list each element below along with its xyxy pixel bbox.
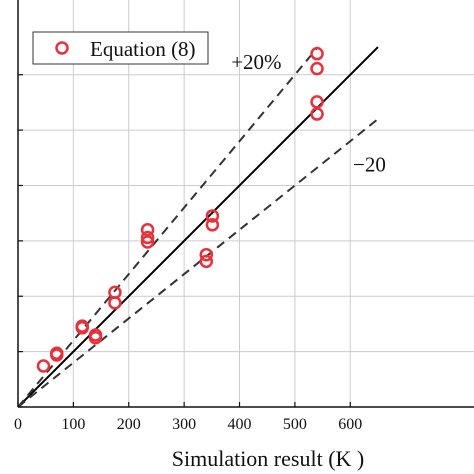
legend: Equation (8) — [33, 32, 208, 64]
x-tick-label: 200 — [117, 416, 141, 433]
x-axis-title: Simulation result (K ) — [172, 446, 364, 471]
x-tick-label: 100 — [61, 416, 85, 433]
x-tick-label: 600 — [338, 416, 362, 433]
annotation-minus-20: −20 — [353, 153, 386, 177]
annotation-plus-20: +20% — [231, 50, 281, 74]
x-tick-label: 500 — [283, 416, 307, 433]
x-tick-label: 0 — [14, 416, 22, 433]
x-tick-label: 300 — [172, 416, 196, 433]
x-tick-label: 400 — [228, 416, 252, 433]
legend-entry: Equation (8) — [90, 37, 196, 61]
